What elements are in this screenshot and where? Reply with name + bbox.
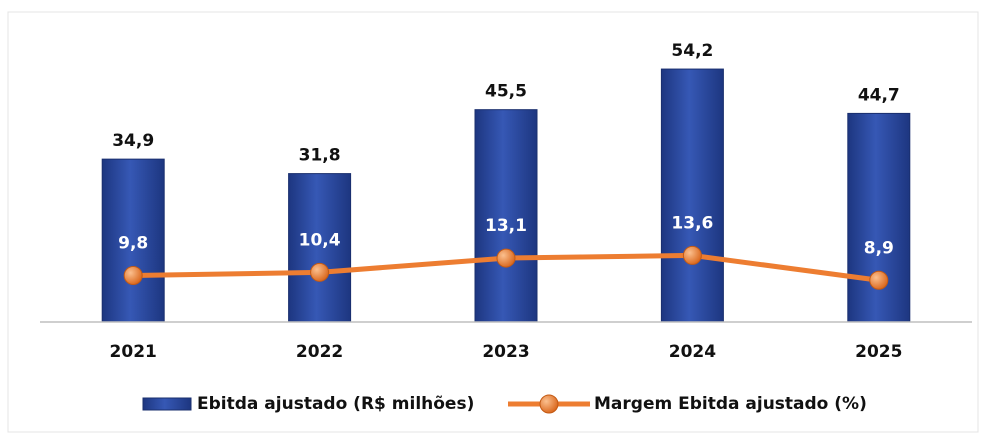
legend-swatch-marker (539, 394, 559, 414)
bar (660, 68, 724, 323)
legend-swatch (142, 397, 192, 411)
chart-frame (7, 11, 979, 433)
bar-value-label: 44,7 (858, 85, 900, 105)
bar (288, 173, 352, 323)
bar-value-label: 54,2 (671, 41, 713, 61)
line-value-label: 9,8 (118, 234, 148, 254)
bar (847, 112, 911, 323)
x-tick-label: 2023 (482, 342, 529, 362)
x-tick-label: 2022 (296, 342, 343, 362)
line-marker (496, 248, 516, 268)
x-tick-label: 2024 (669, 342, 716, 362)
bar (474, 109, 538, 323)
line-value-label: 8,9 (864, 238, 894, 258)
bar-value-label: 31,8 (299, 146, 341, 166)
line-value-label: 13,6 (671, 213, 713, 233)
legend-label: Ebitda ajustado (R$ milhões) (197, 394, 474, 414)
line-value-label: 13,1 (485, 216, 527, 236)
bar-value-label: 45,5 (485, 82, 527, 102)
line-marker (682, 245, 702, 265)
line-value-label: 10,4 (299, 230, 341, 250)
line-marker (310, 262, 330, 282)
x-tick-label: 2021 (110, 342, 157, 362)
bar-value-label: 34,9 (112, 131, 154, 151)
legend-label: Margem Ebitda ajustado (%) (594, 394, 867, 414)
x-tick-label: 2025 (855, 342, 902, 362)
line-marker (123, 266, 143, 286)
line-marker (869, 270, 889, 290)
